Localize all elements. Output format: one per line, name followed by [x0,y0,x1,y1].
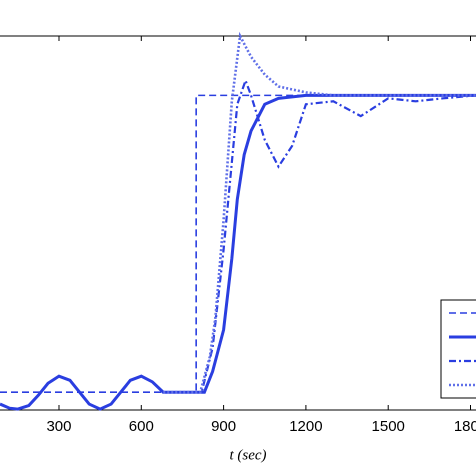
legend-box [440,299,476,399]
plot-frame [0,35,476,411]
x-tick-label: 1800 [454,418,476,435]
x-tick-label: 1500 [372,418,405,435]
series-line [0,94,476,393]
x-tick-label: 600 [129,418,154,435]
x-axis-label: t (sec) [229,447,266,463]
series-line [163,31,476,394]
x-tick-label: 300 [46,418,71,435]
x-tick-label: 900 [211,418,236,435]
series-line [163,77,476,394]
x-tick-label: 1200 [289,418,322,435]
series-line [0,93,476,411]
